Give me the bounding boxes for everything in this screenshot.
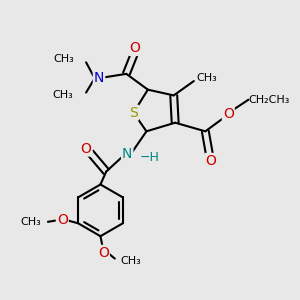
Text: O: O — [206, 154, 217, 168]
Text: O: O — [81, 142, 92, 156]
Text: CH₃: CH₃ — [121, 256, 141, 266]
Text: CH₂CH₃: CH₂CH₃ — [248, 95, 290, 105]
Text: CH₃: CH₃ — [197, 73, 218, 83]
Text: N: N — [122, 147, 132, 161]
Text: O: O — [223, 107, 234, 121]
Text: S: S — [129, 106, 138, 120]
Text: CH₃: CH₃ — [54, 55, 75, 64]
Text: O: O — [98, 246, 109, 260]
Text: CH₃: CH₃ — [20, 217, 41, 227]
Text: O: O — [57, 213, 68, 227]
Text: O: O — [130, 41, 140, 55]
Text: N: N — [94, 71, 104, 85]
Text: −H: −H — [139, 151, 159, 164]
Text: CH₃: CH₃ — [52, 90, 73, 100]
